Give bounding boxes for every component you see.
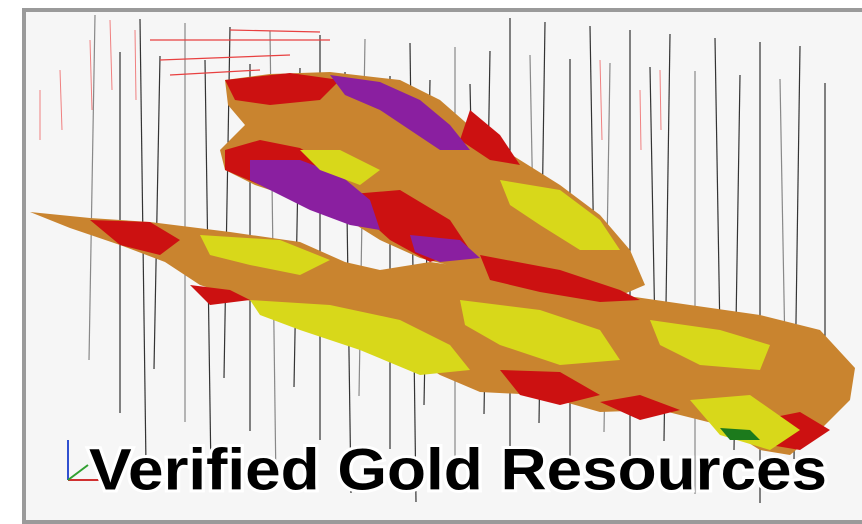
zone-purple — [250, 160, 380, 230]
zone-red — [90, 220, 180, 255]
zone-yellow — [300, 150, 380, 185]
ore-body — [30, 72, 855, 455]
surface-trace — [109, 19, 113, 91]
drill-hole — [88, 14, 96, 361]
surface-trace — [134, 29, 137, 101]
orebody-lower — [30, 212, 855, 455]
zone-green — [720, 428, 760, 440]
surface-trace — [639, 89, 642, 151]
zone-red — [600, 395, 680, 420]
surface-trace — [659, 69, 662, 131]
zone-purple — [410, 235, 480, 262]
zone-yellow — [500, 180, 620, 250]
surface-trace — [229, 29, 321, 33]
zone-yellow — [200, 235, 330, 275]
caption: Verified Gold Resources — [89, 437, 827, 502]
drill-hole — [153, 55, 161, 370]
zone-purple — [330, 75, 470, 150]
orebody-upper — [220, 72, 645, 300]
zone-red — [225, 73, 340, 105]
surface-trace — [169, 69, 261, 76]
surface-trace — [599, 59, 603, 141]
zone-yellow — [250, 300, 470, 375]
axis-y — [67, 464, 89, 481]
zone-yellow — [690, 395, 800, 450]
axis-triad — [67, 440, 100, 481]
zone-red — [190, 285, 250, 305]
surface-trace — [159, 54, 291, 61]
zone-red — [500, 370, 600, 405]
surface-trace — [89, 39, 93, 111]
surface-trace — [59, 69, 63, 131]
zone-yellow — [650, 320, 770, 370]
zone-red — [460, 110, 520, 165]
zone-red — [480, 255, 640, 302]
zone-yellow — [460, 300, 620, 365]
surface-traces — [39, 19, 662, 151]
